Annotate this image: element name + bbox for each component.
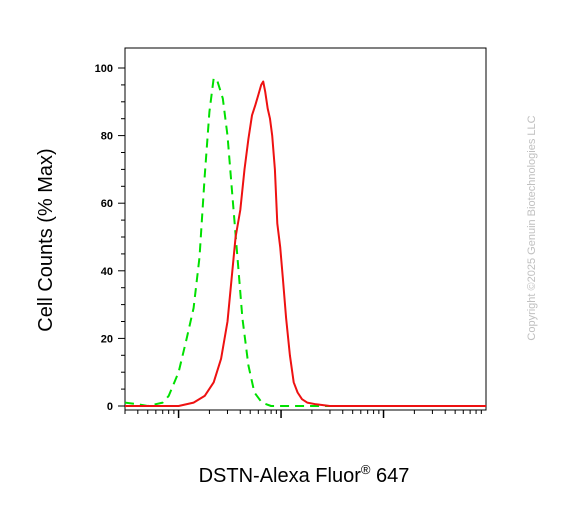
- x-axis-title-tail: 647: [370, 465, 409, 487]
- x-axis-ticks: [124, 410, 482, 418]
- plot-frame: [124, 47, 487, 411]
- y-tick-label: 0: [107, 401, 113, 413]
- x-axis-title-main: DSTN-Alexa Fluor: [199, 465, 362, 487]
- y-tick-label: 100: [95, 63, 113, 75]
- series-line-1: [124, 77, 486, 407]
- series-line-2: [125, 80, 486, 407]
- y-axis-title: Cell Counts (% Max): [35, 148, 57, 331]
- series-layer: [124, 77, 486, 407]
- y-tick-label: 60: [101, 198, 113, 210]
- y-tick-label: 80: [101, 131, 113, 143]
- y-axis-ticks: 0 20 40 60 80 100: [95, 63, 125, 413]
- x-axis-title-superscript: ®: [361, 462, 371, 477]
- copyright-watermark: Copyright ©2025 Genuin Biotechnologies L…: [526, 115, 538, 340]
- x-axis-title: DSTN-Alexa Fluor® 647: [199, 462, 410, 487]
- y-tick-label: 20: [101, 333, 113, 345]
- y-tick-label: 40: [101, 266, 113, 278]
